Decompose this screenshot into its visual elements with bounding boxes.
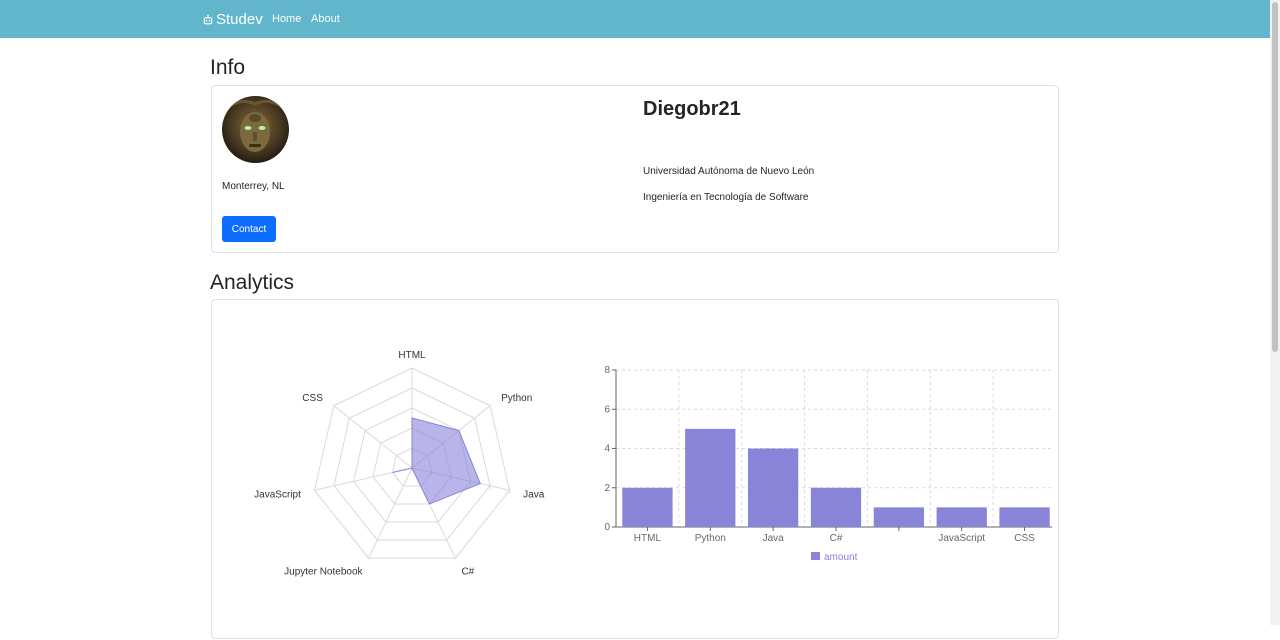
radar-spoke (333, 405, 413, 469)
x-tick-label: Java (763, 533, 785, 544)
y-tick-label: 4 (604, 444, 610, 455)
radar-axis-label: Java (523, 489, 545, 500)
x-tick-label: HTML (634, 533, 662, 544)
location-text: Monterrey, NL (222, 181, 285, 192)
info-section-title: Info (210, 56, 246, 79)
university-text: Universidad Autónoma de Nuevo León (643, 166, 815, 177)
bar-chart: 0 2 4 6 8 HTML Python Java C# JavaScript CSS amount (604, 365, 1052, 563)
radar-chart: HTML Python Java C# Jupyter Notebook JavaScri… (254, 350, 545, 578)
x-tick-label: Python (695, 533, 726, 544)
radar-axis-label: JavaScript (254, 489, 301, 500)
bar-html[interactable] (622, 487, 673, 527)
x-tick-label: JavaScript (938, 533, 985, 544)
robot-icon (203, 14, 213, 24)
bar-c-[interactable] (810, 487, 862, 527)
radar-spoke (368, 467, 413, 559)
radar-axis-label: CSS (302, 393, 323, 404)
radar-grid-ring (313, 367, 511, 559)
avatar (222, 96, 289, 163)
username: Diegobr21 (643, 98, 741, 120)
bar-java[interactable] (748, 448, 799, 528)
contact-button[interactable]: Contact (222, 216, 276, 242)
scrollbar-thumb[interactable] (1272, 2, 1278, 352)
avatar-image (222, 96, 289, 163)
page-scrollbar[interactable] (1270, 0, 1280, 625)
analytics-section-title: Analytics (210, 271, 295, 294)
nav-link-about[interactable]: About (311, 13, 340, 25)
radar-axis-label: Jupyter Notebook (284, 567, 363, 578)
nav-link-home[interactable]: Home (272, 13, 302, 25)
analytics-card: HTML Python Java C# Jupyter Notebook JavaScri… (211, 299, 1059, 639)
bar-javascript[interactable] (936, 507, 987, 527)
legend-swatch (811, 552, 820, 560)
radar-grid-ring (333, 387, 491, 541)
radar-series-area (392, 417, 481, 505)
y-tick-label: 6 (604, 404, 610, 415)
y-tick-label: 2 (604, 483, 610, 494)
legend-label[interactable]: amount (824, 552, 858, 563)
brand-logo[interactable]: Studev (202, 11, 263, 28)
x-tick-label: CSS (1014, 533, 1035, 544)
bar-python[interactable] (685, 428, 736, 527)
y-tick-label: 8 (604, 365, 610, 376)
bar-jupyter-notebook[interactable] (873, 507, 924, 527)
radar-axis-label: Python (501, 393, 532, 404)
y-tick-label: 0 (604, 522, 610, 533)
radar-axis-label: HTML (398, 350, 426, 361)
info-card: Monterrey, NL Contact Diegobr21 Universi… (211, 85, 1059, 253)
x-tick-label: C# (830, 533, 843, 544)
degree-text: Ingeniería en Tecnología de Software (643, 192, 809, 203)
navbar: Studev Home About (0, 0, 1270, 38)
radar-axis-label: C# (461, 567, 474, 578)
brand-name: Studev (216, 11, 263, 28)
bar-css[interactable] (999, 507, 1050, 527)
